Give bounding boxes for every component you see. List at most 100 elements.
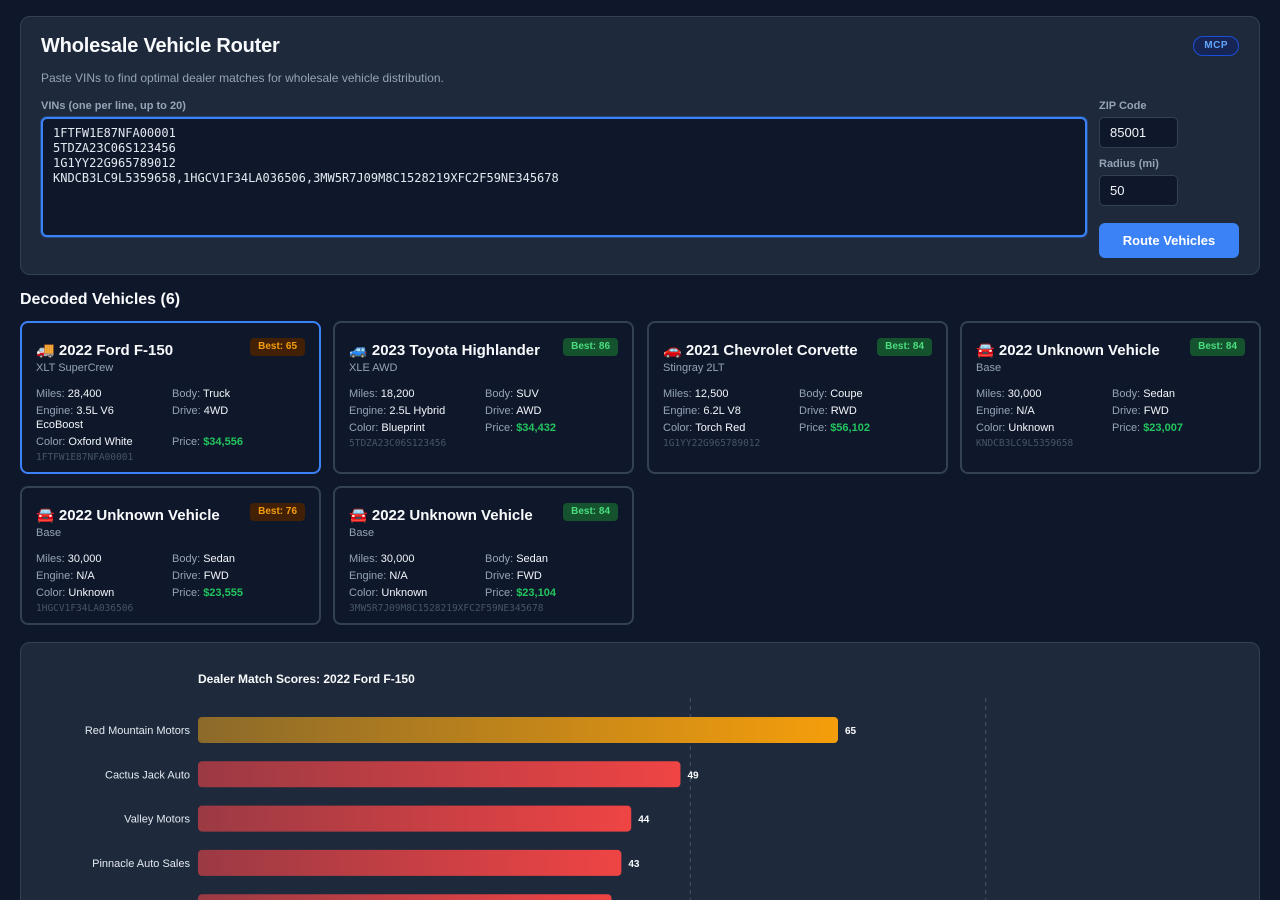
bar (198, 717, 838, 743)
vehicle-title: 🚘 2022 Unknown Vehicle (976, 341, 1160, 359)
best-score-badge: Best: 84 (1190, 338, 1245, 356)
miles-spec: Miles: 30,000 (36, 553, 102, 565)
drive-spec: Drive: AWD (485, 405, 542, 417)
body-spec: Body: Sedan (1112, 388, 1176, 400)
body-spec: Body: Coupe (799, 388, 863, 400)
vin-input[interactable] (41, 117, 1087, 237)
category-label: Red Mountain Motors (85, 725, 191, 737)
page-title: Wholesale Vehicle Router (41, 35, 280, 57)
zip-label: ZIP Code (1099, 100, 1147, 112)
miles-spec: Miles: 18,200 (349, 388, 415, 400)
miles-spec: Miles: 30,000 (349, 553, 415, 565)
vehicle-card[interactable]: 🚘 2022 Unknown Vehicle Base Best: 84 Miles:… (960, 321, 1261, 474)
price-spec: Price: $23,104 (485, 587, 556, 599)
vehicle-card[interactable]: 🚗 2021 Chevrolet Corvette Stingray 2LT Bes… (647, 321, 948, 474)
body-spec: Body: Truck (172, 388, 231, 400)
price-spec: Price: $23,555 (172, 587, 243, 599)
vehicle-icon: 🚘 (36, 507, 55, 524)
bar (198, 894, 612, 900)
vehicle-vin: 1G1YY22G965789012 (663, 438, 761, 449)
vehicle-card[interactable]: 🚙 2023 Toyota Highlander XLE AWD Best: 86 M… (333, 321, 634, 474)
vehicle-name: 2022 Unknown Vehicle (58, 507, 220, 524)
zip-input[interactable] (1099, 117, 1178, 148)
vehicle-trim: Base (349, 527, 375, 539)
value-label: 49 (687, 770, 699, 781)
drive-spec: Drive: 4WD (172, 405, 229, 417)
vehicle-vin: 3MW5R7J09M8C1528219XFC2F59NE345678 (349, 603, 544, 614)
engine-spec: Engine: 3.5L V6 EcoBoost (36, 405, 114, 431)
best-score-badge: Best: 84 (563, 503, 618, 521)
price-spec: Price: $34,556 (172, 436, 243, 448)
decoded-vehicles-title: Decoded Vehicles (6) (20, 291, 181, 308)
vehicle-vin: 1HGCV1F34LA036506 (36, 603, 134, 614)
mcp-badge: MCP (1193, 36, 1239, 56)
vehicle-icon: 🚙 (349, 342, 368, 359)
radius-label: Radius (mi) (1099, 158, 1159, 170)
vehicle-name: 2022 Ford F-150 (58, 342, 174, 359)
miles-spec: Miles: 28,400 (36, 388, 102, 400)
router-panel: Wholesale Vehicle Router MCP Paste VINs … (20, 16, 1260, 275)
vehicle-icon: 🚚 (36, 342, 55, 359)
best-score-badge: Best: 76 (250, 503, 305, 521)
color-spec: Color: Blueprint (349, 422, 425, 434)
miles-spec: Miles: 30,000 (976, 388, 1042, 400)
best-score-badge: Best: 86 (563, 338, 618, 356)
color-spec: Color: Torch Red (663, 422, 746, 434)
price-spec: Price: $23,007 (1112, 422, 1183, 434)
chart-svg: Dealer Match Scores: 2022 Ford F-150 Red … (85, 672, 987, 900)
bar (198, 761, 681, 788)
vehicle-trim: Stingray 2LT (663, 362, 725, 374)
chart-title: Dealer Match Scores: 2022 Ford F-150 (198, 672, 415, 686)
vehicle-vin: KNDCB3LC9L5359658 (976, 438, 1074, 449)
vehicle-card[interactable]: 🚘 2022 Unknown Vehicle Base Best: 84 Miles:… (333, 486, 634, 625)
color-spec: Color: Unknown (976, 422, 1055, 434)
value-label: 65 (845, 726, 857, 737)
drive-spec: Drive: FWD (1112, 405, 1169, 417)
vehicle-name: 2023 Toyota Highlander (371, 342, 540, 359)
vehicle-icon: 🚗 (663, 342, 682, 359)
vehicle-icon: 🚘 (976, 342, 995, 359)
body-spec: Body: SUV (485, 388, 539, 400)
category-label: Cactus Jack Auto (105, 769, 190, 781)
engine-spec: Engine: 6.2L V8 (663, 405, 741, 417)
bar (198, 805, 632, 832)
vehicle-title: 🚗 2021 Chevrolet Corvette (663, 341, 858, 359)
miles-spec: Miles: 12,500 (663, 388, 729, 400)
page-subtitle: Paste VINs to find optimal dealer matche… (41, 71, 444, 85)
vehicle-vin: 5TDZA23C06S123456 (349, 438, 447, 449)
vehicle-title: 🚚 2022 Ford F-150 (36, 341, 173, 359)
engine-spec: Engine: 2.5L Hybrid (349, 405, 446, 417)
body-spec: Body: Sedan (485, 553, 549, 565)
value-label: 44 (638, 815, 650, 826)
vin-label: VINs (one per line, up to 20) (41, 100, 186, 112)
value-label: 43 (628, 859, 640, 870)
engine-spec: Engine: N/A (976, 405, 1035, 417)
vehicle-name: 2022 Unknown Vehicle (371, 507, 533, 524)
best-score-badge: Best: 84 (877, 338, 932, 356)
drive-spec: Drive: FWD (485, 570, 542, 582)
color-spec: Color: Unknown (36, 587, 115, 599)
drive-spec: Drive: FWD (172, 570, 229, 582)
category-label: Pinnacle Auto Sales (92, 858, 190, 870)
drive-spec: Drive: RWD (799, 405, 857, 417)
vehicle-trim: XLE AWD (349, 362, 398, 374)
engine-spec: Engine: N/A (349, 570, 408, 582)
vehicle-title: 🚘 2022 Unknown Vehicle (349, 506, 533, 524)
color-spec: Color: Unknown (349, 587, 428, 599)
vehicle-icon: 🚘 (349, 507, 368, 524)
vehicle-trim: XLT SuperCrew (36, 362, 114, 374)
dealer-match-chart: Dealer Match Scores: 2022 Ford F-150 Red … (20, 642, 1260, 900)
radius-input[interactable] (1099, 175, 1178, 206)
bar (198, 849, 622, 876)
route-vehicles-button[interactable]: Route Vehicles (1099, 223, 1239, 258)
best-score-badge: Best: 65 (250, 338, 305, 356)
vehicle-trim: Base (36, 527, 62, 539)
color-spec: Color: Oxford White (36, 436, 133, 448)
category-label: Valley Motors (124, 814, 190, 826)
engine-spec: Engine: N/A (36, 570, 95, 582)
vehicle-card[interactable]: 🚚 2022 Ford F-150 XLT SuperCrew Best: 65 Mi… (20, 321, 321, 474)
vehicle-name: 2021 Chevrolet Corvette (685, 342, 858, 359)
vehicle-vin: 1FTFW1E87NFA00001 (36, 452, 134, 463)
vehicle-trim: Base (976, 362, 1002, 374)
vehicle-card[interactable]: 🚘 2022 Unknown Vehicle Base Best: 76 Miles:… (20, 486, 321, 625)
